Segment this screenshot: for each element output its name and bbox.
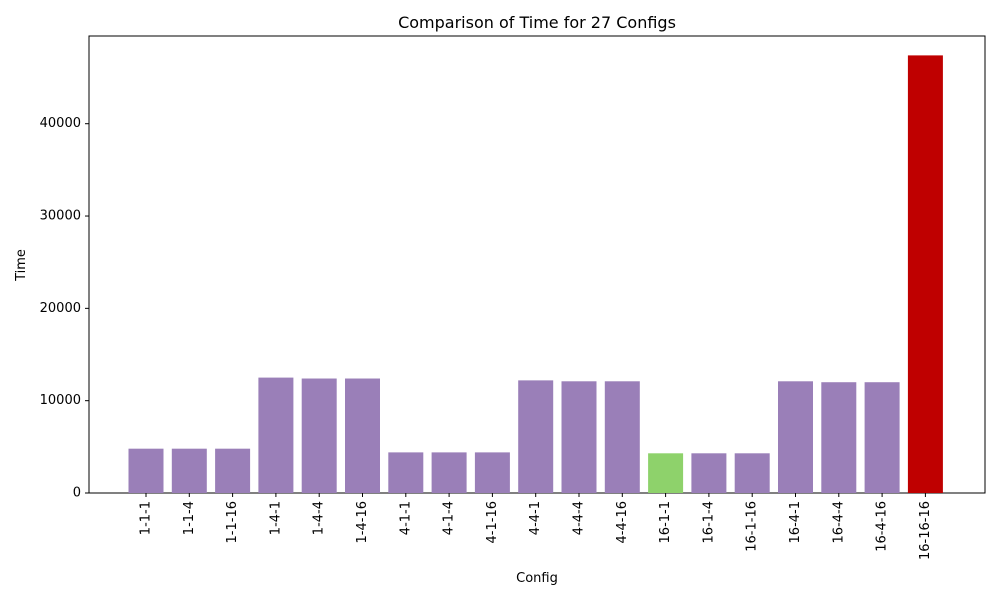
- y-tick-label-10000: 10000: [40, 393, 81, 408]
- bar-16-4-4: [821, 382, 857, 493]
- y-axis: 0 10000 20000 30000 40000: [40, 116, 89, 501]
- bar-1-1-1: [128, 448, 164, 493]
- bar-1-1-4: [171, 448, 207, 493]
- y-axis-title: Time: [14, 249, 29, 282]
- x-tick-label-4-4-1: 4-4-1: [528, 501, 543, 535]
- x-tick-label-4-4-16: 4-4-16: [615, 501, 630, 543]
- bars-group: [128, 55, 943, 493]
- y-tick-label-40000: 40000: [40, 116, 81, 131]
- x-tick-label-4-1-16: 4-1-16: [485, 501, 500, 543]
- x-tick-label-4-4-4: 4-4-4: [572, 501, 587, 535]
- bar-16-1-1: [648, 453, 684, 493]
- bar-16-4-16: [864, 382, 900, 493]
- bar-4-1-1: [388, 452, 424, 493]
- chart-title: Comparison of Time for 27 Configs: [398, 13, 676, 32]
- x-tick-label-1-4-4: 1-4-4: [312, 501, 327, 535]
- bar-4-1-4: [431, 452, 467, 493]
- x-tick-label-1-4-16: 1-4-16: [355, 501, 370, 543]
- bar-16-4-1: [778, 381, 813, 493]
- bar-4-4-4: [561, 381, 597, 493]
- bar-1-4-4: [301, 378, 337, 493]
- bar-4-1-16: [474, 452, 510, 493]
- bar-16-16-16: [907, 55, 943, 493]
- bar-1-4-16: [345, 378, 380, 493]
- bar-1-4-1: [258, 377, 294, 493]
- x-tick-label-4-1-4: 4-1-4: [442, 501, 457, 535]
- x-tick-label-16-1-1: 16-1-1: [658, 501, 673, 543]
- bar-16-1-4: [691, 453, 727, 493]
- bar-16-1-16: [734, 453, 770, 493]
- x-tick-label-1-1-4: 1-1-4: [182, 501, 197, 535]
- x-tick-label-16-1-16: 16-1-16: [745, 501, 760, 552]
- x-tick-label-1-1-1: 1-1-1: [139, 501, 154, 535]
- y-tick-label-0: 0: [73, 486, 81, 501]
- y-tick-label-30000: 30000: [40, 209, 81, 224]
- bar-4-4-16: [604, 381, 640, 493]
- bar-4-4-1: [518, 380, 554, 493]
- y-tick-label-20000: 20000: [40, 301, 81, 316]
- bar-1-1-16: [215, 448, 251, 493]
- x-tick-label-16-16-16: 16-16-16: [918, 501, 933, 560]
- x-axis-title: Config: [516, 571, 558, 586]
- x-tick-label-1-4-1: 1-4-1: [268, 501, 283, 535]
- x-tick-label-16-1-4: 16-1-4: [701, 501, 716, 543]
- x-tick-label-16-4-16: 16-4-16: [875, 501, 890, 552]
- x-tick-label-4-1-1: 4-1-1: [398, 501, 413, 535]
- x-tick-label-1-1-16: 1-1-16: [225, 501, 240, 543]
- x-axis: 1-1-1 1-1-4 1-1-16 1-4-1 1-4-4 1-4-16 4-1-1 4-1…: [139, 493, 933, 560]
- x-tick-label-16-4-1: 16-4-1: [788, 501, 803, 543]
- x-tick-label-16-4-4: 16-4-4: [831, 501, 846, 543]
